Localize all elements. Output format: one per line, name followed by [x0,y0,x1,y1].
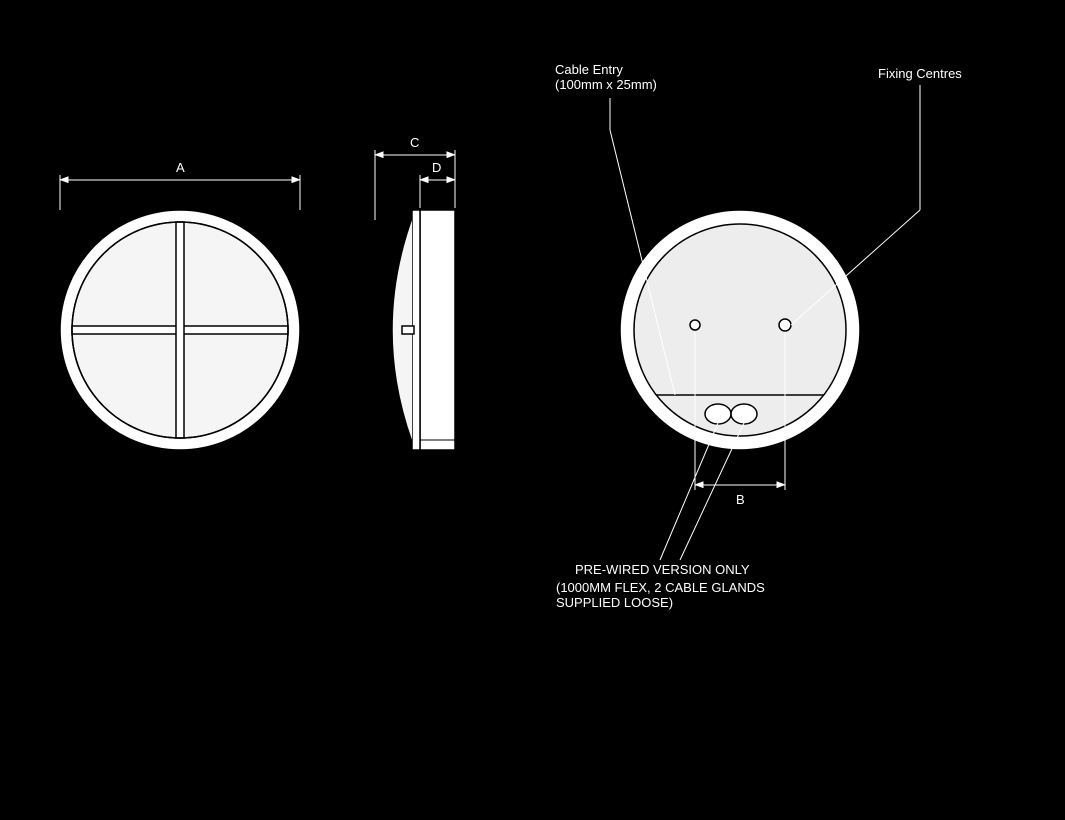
technical-drawing [0,0,1065,820]
dim-b-label: B [736,492,745,507]
dim-d-label: D [432,160,441,175]
dim-a-label: A [176,160,185,175]
dim-c-label: C [410,135,419,150]
fixing-centres-label: Fixing Centres [878,66,962,81]
back-view [620,210,860,450]
prewired-note-label: (1000MM FLEX, 2 CABLE GLANDS SUPPLIED LO… [556,580,765,610]
prewired-title-label: PRE-WIRED VERSION ONLY [575,562,750,577]
dimension-a [60,175,300,210]
side-view [392,210,455,450]
front-view [60,210,300,450]
dimension-d [420,175,455,208]
cable-entry-label: Cable Entry (100mm x 25mm) [555,62,657,92]
